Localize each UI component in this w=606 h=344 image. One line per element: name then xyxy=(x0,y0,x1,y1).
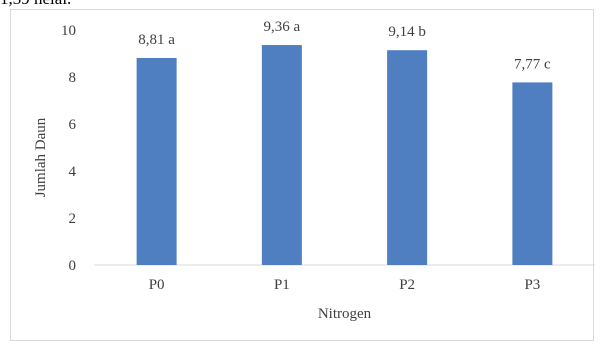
y-tick-label: 2 xyxy=(69,211,77,227)
x-tick-label: P3 xyxy=(524,277,540,293)
y-tick-label: 6 xyxy=(69,117,77,133)
bar-p0 xyxy=(136,57,177,266)
x-tick-label: P1 xyxy=(274,277,290,293)
preceding-text-fragment: 1,39 helai. xyxy=(0,0,71,10)
x-axis-ticks: P0 P1 P2 P3 xyxy=(149,277,541,293)
data-label: 9,36 a xyxy=(264,19,301,35)
y-tick-label: 10 xyxy=(61,23,76,39)
y-tick-label: 0 xyxy=(69,258,77,274)
y-axis-ticks: 0 2 4 6 8 10 xyxy=(61,23,77,274)
bar-p1 xyxy=(261,45,302,265)
data-label: 7,77 c xyxy=(514,56,551,72)
bar-p2 xyxy=(387,50,428,266)
x-axis-title: Nitrogen xyxy=(318,306,372,322)
data-label: 8,81 a xyxy=(138,32,175,48)
chart-container xyxy=(10,9,594,341)
bars xyxy=(136,45,553,266)
y-tick-label: 8 xyxy=(69,70,77,86)
bar-p3 xyxy=(512,82,553,265)
x-tick-label: P0 xyxy=(149,277,165,293)
y-axis-title: Jumlah Daun xyxy=(33,117,49,197)
data-labels: 8,81 a 9,36 a 9,14 b 7,77 c xyxy=(138,19,551,72)
data-label: 9,14 b xyxy=(388,24,426,40)
y-tick-label: 4 xyxy=(69,164,77,180)
x-tick-label: P2 xyxy=(399,277,415,293)
